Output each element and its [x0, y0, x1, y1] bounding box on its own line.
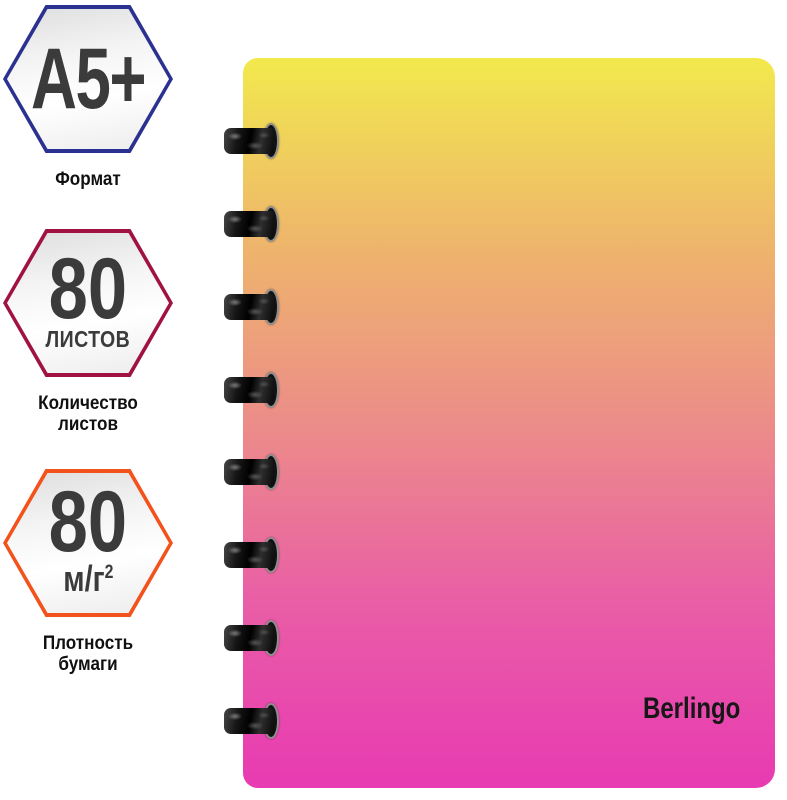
binding-disc [224, 620, 280, 657]
badge-hex: A5+ [3, 5, 173, 153]
hexagon-icon: A5+ [7, 9, 169, 149]
disc-barrel-icon [224, 376, 274, 403]
badge-paper-density: 80 м/г2 Плотность бумаги [3, 469, 173, 675]
badge-value: A5+ [30, 30, 147, 127]
badge-value: 80 [48, 474, 128, 571]
badge-caption-line: Плотность бумаги [42, 633, 134, 675]
badge-unit: м/г2 [63, 559, 113, 599]
badge-format: A5+ Формат [3, 5, 173, 190]
badge-caption-line: листов [57, 414, 118, 435]
binding-disc [224, 123, 280, 159]
disc-barrel-icon [224, 708, 274, 735]
binding-rings [224, 0, 280, 800]
berlingo-logo: Berlingo [643, 692, 741, 725]
badge-unit: ЛИСТОВ [45, 326, 131, 353]
notebook-cover [243, 58, 775, 788]
binding-disc [224, 454, 280, 491]
binding-disc [224, 288, 280, 325]
badge-unit-text: м/г [62, 557, 105, 599]
disc-barrel-icon [224, 293, 274, 320]
badge-sheet-count: 80 ЛИСТОВ Количество листов [3, 229, 173, 435]
badge-hex: 80 м/г2 [3, 469, 173, 617]
badge-unit-sup: 2 [104, 560, 114, 583]
binding-disc [224, 205, 280, 242]
badge-caption: Формат [12, 169, 165, 190]
hexagon-icon: 80 ЛИСТОВ [7, 233, 169, 373]
badge-caption-line: Количество [38, 393, 138, 414]
disc-barrel-icon [224, 625, 274, 652]
disc-barrel-icon [224, 542, 274, 569]
badge-caption-line: Формат [55, 169, 121, 190]
binding-disc [224, 371, 280, 408]
badge-caption: Плотность бумаги [12, 633, 165, 675]
disc-barrel-icon [224, 210, 274, 237]
disc-barrel-icon [224, 128, 274, 154]
badge-caption: Количество листов [12, 393, 165, 435]
binding-disc [224, 537, 280, 574]
binding-disc [224, 703, 280, 740]
badge-value: 80 [48, 240, 128, 337]
hexagon-icon: 80 м/г2 [7, 473, 169, 613]
disc-barrel-icon [224, 459, 274, 486]
badge-hex: 80 ЛИСТОВ [3, 229, 173, 377]
